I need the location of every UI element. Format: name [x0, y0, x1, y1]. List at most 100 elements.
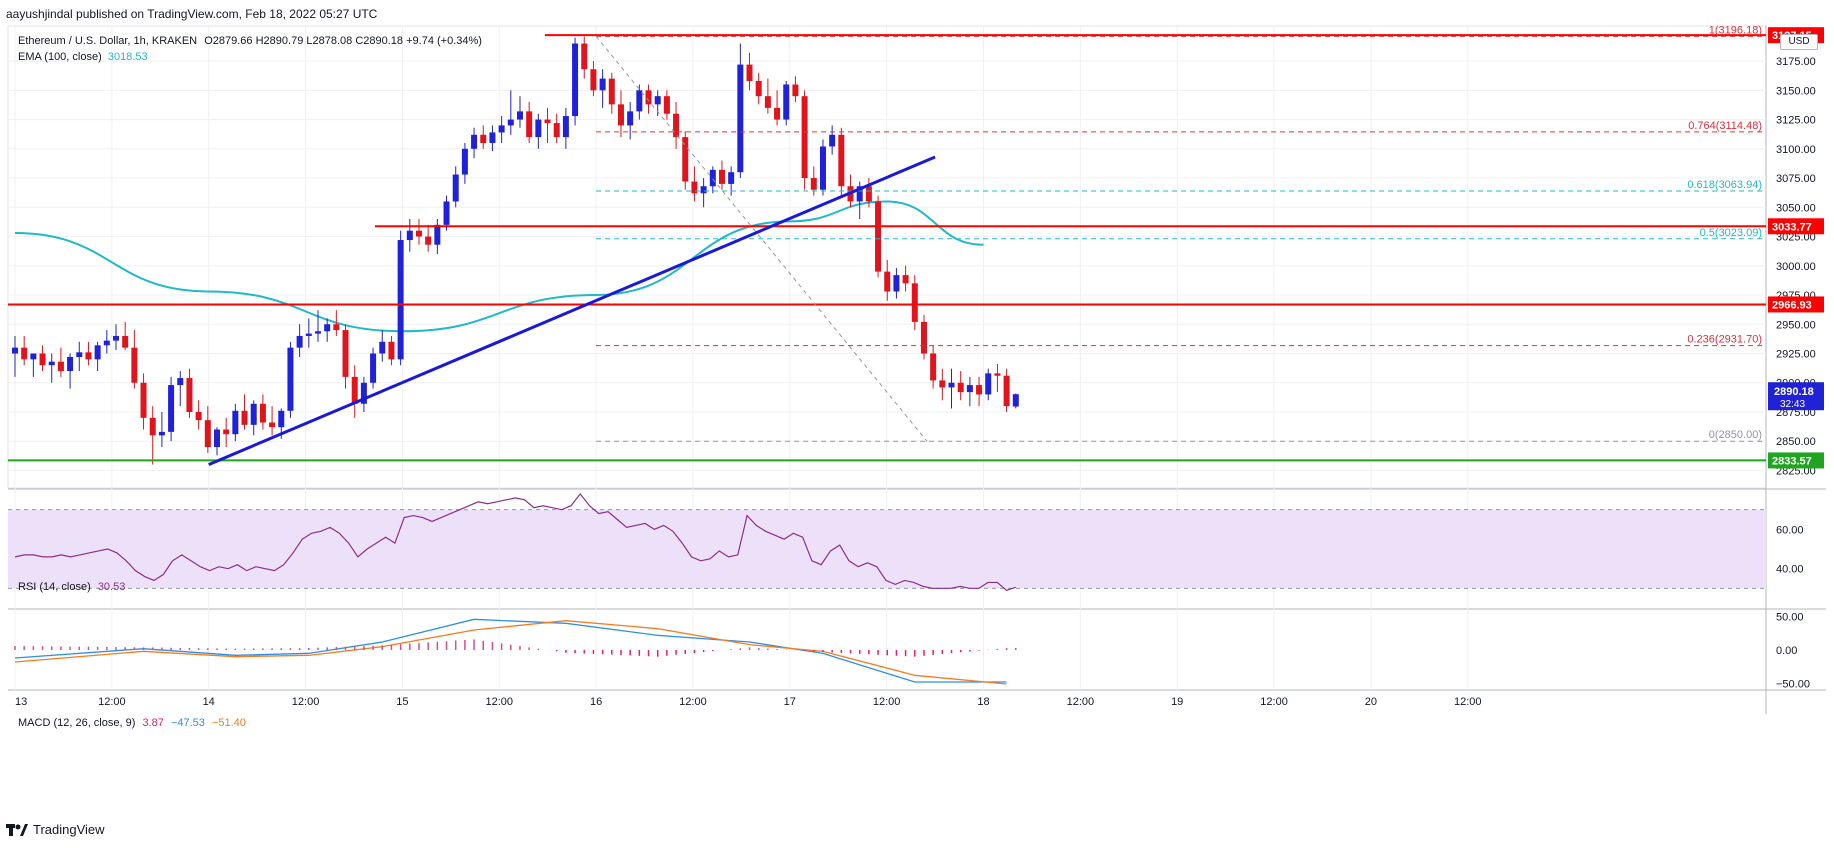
fib-level-label: 0.236(2931.70): [1687, 334, 1762, 346]
candle-body: [572, 43, 579, 117]
candle-body: [480, 134, 487, 143]
x-tick-label: 16: [590, 696, 602, 708]
candle-body: [333, 324, 340, 331]
candle-body: [278, 410, 285, 428]
candle-body: [930, 353, 937, 381]
macd-hist-value: 3.87: [142, 717, 164, 729]
candle-body: [792, 84, 799, 97]
candle-body: [976, 385, 983, 395]
candle-body: [94, 345, 101, 360]
high-value: 2890.79: [263, 35, 304, 47]
candle-body: [186, 378, 193, 412]
candle-body: [581, 43, 588, 70]
candle-body: [562, 116, 569, 138]
candle-body: [608, 78, 615, 105]
y-tick-label: 3025.00: [1776, 232, 1816, 244]
candle-body: [131, 347, 138, 383]
open-value: 2879.66: [212, 35, 253, 47]
resistance-price-tag: [1768, 218, 1824, 235]
symbol-title[interactable]: Ethereum / U.S. Dollar, 1h, KRAKEN: [18, 35, 198, 47]
fib-diagonal-line: [595, 35, 928, 442]
price-pane[interactable]: 1(3196.18) 0.764(3114.48) 0.618(3063.94) 0.…: [8, 24, 1766, 466]
candle-body: [700, 186, 707, 194]
close-value: 2890.18: [363, 35, 404, 47]
x-tick-label: 17: [784, 696, 796, 708]
candle-body: [57, 361, 64, 372]
candle-body: [682, 137, 689, 182]
ema-label[interactable]: EMA (100, close): [18, 51, 102, 63]
rsi-band: [8, 509, 1766, 589]
x-tick-label: 12:00: [485, 696, 513, 708]
candle-body: [112, 335, 119, 341]
candle-body: [985, 373, 992, 395]
y-tick-label: 3050.00: [1776, 202, 1816, 214]
candle-body: [379, 341, 386, 354]
macd-label[interactable]: MACD (12, 26, close, 9): [18, 717, 136, 729]
low-value: 2878.08: [312, 35, 353, 47]
currency-badge[interactable]: USD: [1780, 34, 1818, 50]
macd-tick-label: −50.00: [1776, 678, 1810, 690]
macd-line-value: −47.53: [170, 717, 205, 729]
candle-body: [425, 236, 432, 245]
rsi-label[interactable]: RSI (14, close): [18, 581, 91, 593]
y-tick-label: 3000.00: [1776, 261, 1816, 273]
currency-label: USD: [1788, 36, 1810, 47]
close-label: C: [355, 35, 364, 47]
resistance-price-label: 2966.93: [1772, 299, 1812, 311]
y-tick-label: 2825.00: [1776, 465, 1816, 477]
candle-body: [691, 181, 698, 194]
candle-body: [1012, 394, 1019, 407]
x-tick-label: 12:00: [679, 696, 707, 708]
candle-body: [948, 382, 955, 388]
x-tick-label: 14: [203, 696, 215, 708]
candle-body: [67, 357, 74, 372]
candle-body: [627, 111, 634, 126]
x-tick-label: 12:00: [873, 696, 901, 708]
candle-body: [673, 113, 680, 138]
candle-body: [177, 378, 184, 386]
candle-body: [645, 90, 652, 105]
candle-body: [507, 119, 514, 126]
x-tick-label: 12:00: [1454, 696, 1482, 708]
candle-body: [544, 119, 551, 124]
ema-line: [14, 200, 984, 333]
rsi-tick-label: 40.00: [1776, 564, 1804, 576]
symbol-legend: Ethereum / U.S. Dollar, 1h, KRAKEN O2879…: [18, 35, 482, 47]
candle-body: [636, 90, 643, 112]
candle-body: [875, 201, 882, 272]
candle-body: [516, 111, 523, 120]
candle-body: [149, 417, 156, 436]
open-label: O: [204, 35, 213, 47]
countdown-label: 32:43: [1780, 399, 1805, 410]
candle-body: [829, 134, 836, 147]
candle-body: [755, 80, 762, 97]
change-value: +9.74 (+0.34%): [406, 35, 482, 47]
y-tick-label: 2925.00: [1776, 348, 1816, 360]
candle-body: [314, 331, 321, 334]
fib-level-label: 0(2850.00): [1709, 429, 1762, 441]
candle-body: [76, 352, 83, 358]
candle-body: [213, 429, 220, 448]
candle-body: [406, 230, 413, 241]
candle-body: [223, 429, 230, 435]
candle-body: [911, 283, 918, 322]
low-label: L: [306, 35, 313, 47]
candle-body: [893, 275, 900, 292]
candle-body: [498, 125, 505, 133]
x-tick-label: 12:00: [1260, 696, 1288, 708]
footer-brand[interactable]: TradingView: [6, 822, 105, 837]
rsi-legend: RSI (14, close) 30.53: [18, 581, 125, 593]
candle-body: [966, 385, 973, 393]
candle-body: [158, 431, 165, 436]
candle-body: [810, 178, 817, 190]
grid: [7, 25, 1826, 714]
fib-level-label: 1(3196.18): [1709, 24, 1762, 36]
candle-body: [415, 230, 422, 237]
macd-pane[interactable]: [14, 618, 1017, 685]
tradingview-logo-icon: [6, 823, 28, 836]
rsi-pane[interactable]: [8, 492, 1766, 591]
x-tick-label: 15: [396, 696, 408, 708]
candle-body: [819, 146, 826, 190]
candle-body: [370, 353, 377, 383]
